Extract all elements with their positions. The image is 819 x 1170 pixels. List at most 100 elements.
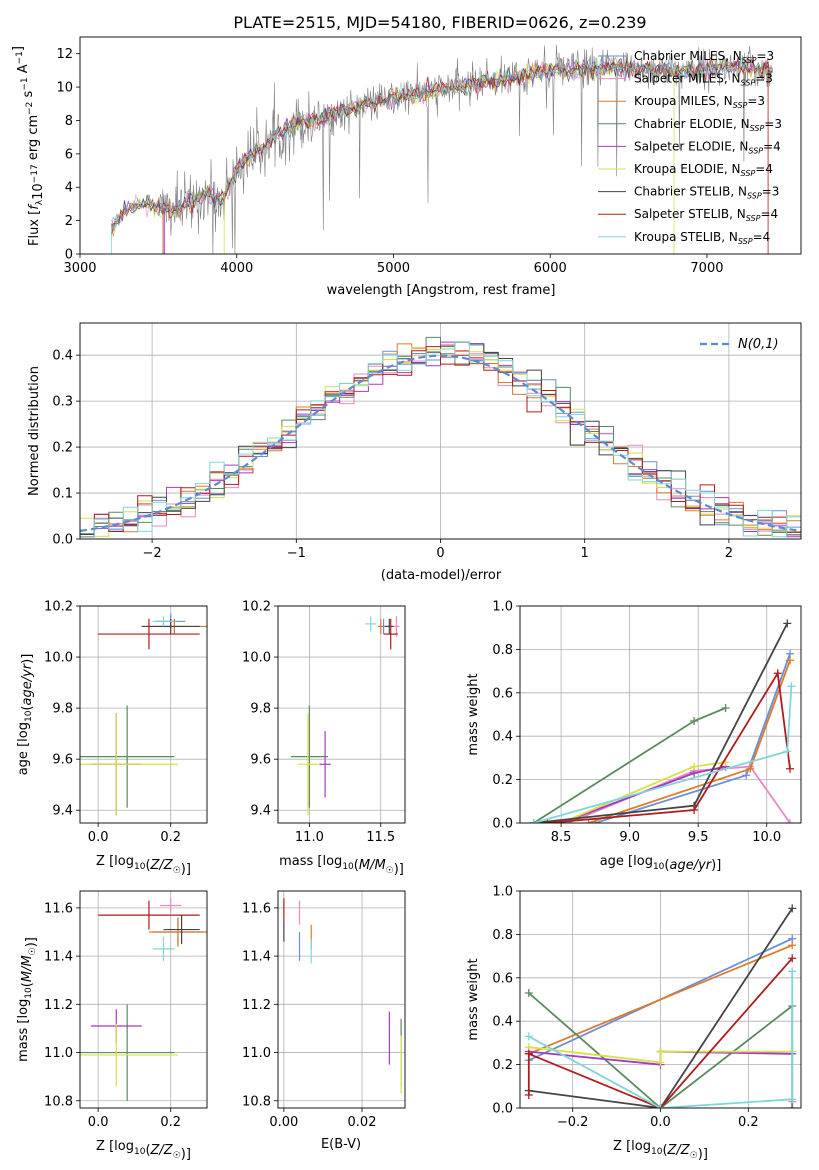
legend-text: Salpeter STELIB, N [634,207,746,221]
x-tick-label: 2 [725,546,733,561]
legend-count: =3 [747,94,765,108]
x-axis-label: (data-model)/error [381,568,502,583]
legend-count: =3 [756,49,774,63]
x-tick-label: 3000 [63,261,96,276]
weight-line-salpeter-stelib [527,957,793,1108]
y-tick-label: 0.2 [492,1058,513,1073]
x-tick-label: 9.0 [619,830,640,845]
label-part: ( [662,1143,667,1158]
weight-marker-kroupa-elodie [656,1058,665,1067]
x-tick-label: 0.0 [88,1115,109,1130]
legend-text: Salpeter ELODIE, N [634,139,748,153]
legend-count: =3 [755,72,773,86]
label-part: mass [log [16,999,31,1062]
x-tick-label: 0 [436,546,444,561]
x-axis-label: Z [log10(Z/Z☉)] [96,854,191,877]
label-part: −17 [30,164,40,183]
axes-frame [79,605,208,824]
weight-line-salpeter-stelib [547,670,791,823]
y-tick-label: 0.4 [492,730,513,745]
weight-marker-chabrier-stelib [788,904,797,913]
label-part: )] [711,858,721,873]
axes-frame [79,322,802,540]
y-axis-label: age [log10(age/yr)] [16,654,35,776]
label-part: 10 [342,862,354,872]
y-tick-label: 12 [56,47,73,62]
x-tick-label: 0.0 [88,830,109,845]
x-axis-label: Z [log10(Z/Z☉)] [613,1139,708,1162]
axes-frame [79,890,208,1109]
y-tick-label: 0.1 [52,487,73,502]
weight-marker-salpeter-stelib [773,669,782,678]
x-tick-label: −0.2 [557,1115,589,1130]
y-tick-label: 11.0 [242,1046,271,1061]
y-tick-label: 11.0 [44,1046,73,1061]
legend-count: =3 [764,117,782,131]
errorbars [80,613,207,816]
x-axis-label: mass [log10(M/M☉)] [279,854,404,877]
x-tick-label: −1 [287,546,306,561]
legend-subscript: SSP [750,124,765,133]
x-tick-label: 0.2 [160,1115,181,1130]
label-part: age/yr [669,858,712,873]
y-tick-label: 11.4 [242,950,271,965]
legend-count: =3 [762,185,780,199]
label-part: ( [664,858,669,873]
y-tick-label: 0.6 [492,686,513,701]
y-tick-label: 11.4 [44,950,73,965]
x-tick-label: 0.0 [650,1115,671,1130]
legend-label: Kroupa STELIB, NSSP=4 [634,230,770,246]
y-tick-label: 9.4 [250,804,271,819]
label-part: 10 [24,987,34,999]
label-part: Z [log [613,1139,651,1154]
legend-text: Chabrier MILES, N [634,49,742,63]
x-tick-label: 10.0 [752,830,781,845]
weight-marker-chabrier-elodie [690,717,699,726]
weight-lines [529,619,796,823]
y-tick-label: 9.6 [250,753,271,768]
y-axis-label: mass weight [466,673,481,755]
residuals-panel: −2 −1 0 1 2 0.0 0.1 0.2 0.3 0.4 N(0,1) (data-model)… [27,322,802,583]
errorbars [290,616,400,816]
weight-line-chabrier-stelib [533,622,789,823]
y-tick-label: 10.2 [44,600,73,615]
y-tick-label: 6 [65,147,73,162]
axes-frame [277,890,406,1109]
y-tick-label: 9.4 [52,804,73,819]
legend-text: Salpeter MILES, N [634,72,741,86]
weight-marker-kroupa-stelib [524,1032,533,1041]
weight-marker-kroupa-stelib [787,682,796,691]
spectrum-lines [110,44,774,254]
model-kroupa-stelib [110,57,772,231]
legend-subscript: SSP [733,101,748,110]
weight-marker-salpeter-stelib [788,954,797,963]
legend-subscript: SSP [747,192,762,201]
legend-label: Salpeter ELODIE, NSSP=4 [634,139,781,155]
y-tick-label: 0.8 [492,928,513,943]
label-part: 10 [651,1147,663,1157]
label-part: )] [394,862,404,877]
x-axis-label: wavelength [Angstrom, rest frame] [327,283,556,298]
label-part: s [21,90,36,101]
x-tick-label: 0.02 [348,1115,377,1130]
y-tick-label: 8 [65,114,73,129]
weight-line-chabrier-stelib [528,907,793,1108]
weight-marker-salpeter-stelib [786,764,795,773]
axes-frame [79,36,802,255]
label-part: f [27,203,42,210]
legend-label: Chabrier ELODIE, NSSP=3 [634,117,782,133]
x-tick-label: 8.5 [551,830,572,845]
weight-marker-chabrier-elodie [721,703,730,712]
weight-marker-kroupa-stelib [656,1104,665,1108]
y-tick-label: 10.0 [242,651,271,666]
weight-marker-kroupa-miles [584,819,593,823]
legend-label: Salpeter MILES, NSSP=3 [634,72,773,88]
label-part: −2 [25,102,35,115]
label-part: −1 [15,51,25,64]
legend-text: Chabrier STELIB, N [634,185,747,199]
weight-marker-chabrier-stelib [783,619,792,628]
y-axis-label: mass weight [466,958,481,1040]
label-part: ☉ [386,866,394,876]
y-tick-label: 2 [65,214,73,229]
weight-vs-Z-panel: −0.2 0.0 0.2 0.0 0.2 0.4 0.6 0.8 1.0 Z [log10(Z/Z… [466,885,802,1162]
